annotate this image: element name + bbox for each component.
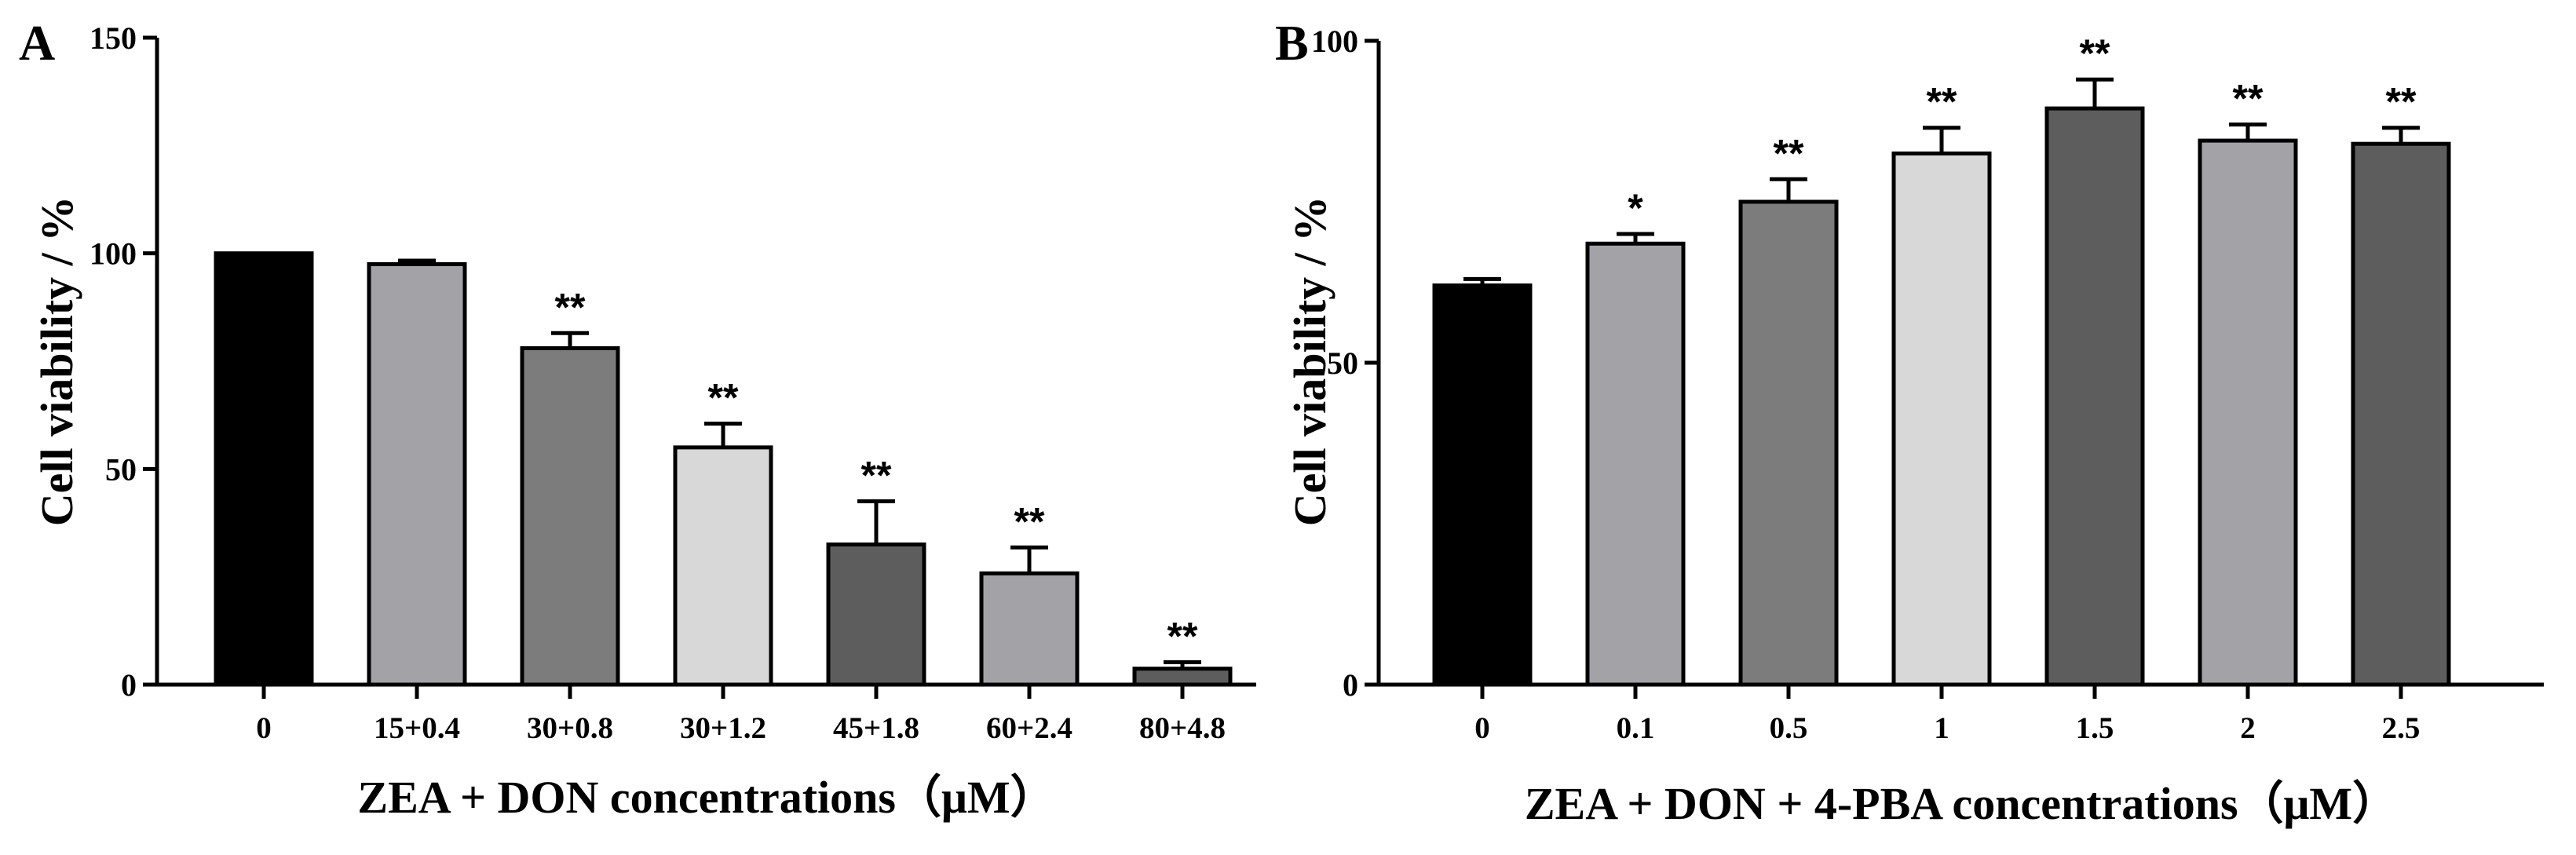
bar-a-6 [979,571,1080,687]
y-tick-label: 50 [1327,345,1358,381]
significance-label: ** [1014,499,1045,543]
bar-a-2 [367,261,467,687]
x-tick-label: 2.5 [2382,711,2421,745]
significance-label: ** [2233,77,2264,121]
x-axis-title: ZEA + DON + 4-PBA concentrations（μM） [1525,778,2398,829]
significance-label: * [1628,186,1643,230]
x-tick-label: 0 [256,711,272,745]
y-tick-label: 150 [90,20,137,56]
x-tick-label: 0.5 [1770,711,1808,745]
x-tick-label: 30+1.2 [680,711,766,745]
x-tick-label: 45+1.8 [833,711,919,745]
bar-a-5 [826,542,926,687]
x-tick-label: 30+0.8 [527,711,613,745]
x-axis-title: ZEA + DON concentrations（μM） [357,772,1055,823]
bar-a-4 [673,445,773,687]
bar-b-6 [2198,138,2298,687]
panel-a-plot: 0 50 100 150 Cell viability / % 0 15+0.4 30+0.8… [31,20,1256,823]
significance-label: ** [1167,614,1198,658]
bar-b-7 [2351,141,2451,687]
significance-label: ** [555,285,586,329]
bar-b-2 [1585,241,1686,687]
significance-label: ** [861,454,892,498]
significance-label: ** [1927,80,1957,124]
bar-b-1 [1432,283,1533,687]
x-tick-label: 0 [1474,711,1490,745]
bar-b-5 [2044,106,2145,687]
y-axis-title: Cell viability / % [31,196,82,527]
y-tick-label: 100 [90,236,137,272]
x-tick-label: 1.5 [2076,711,2114,745]
y-axis-title: Cell viability / % [1284,196,1336,527]
bar-a-1 [214,251,314,687]
x-tick-label: 2 [2240,711,2256,745]
y-tick-label: 0 [1343,667,1358,703]
x-tick-label: 80+4.8 [1139,711,1226,745]
x-tick-label: 15+0.4 [374,711,460,745]
panel-b-letter: B [1275,15,1309,71]
bar-b-3 [1738,199,1839,687]
bar-b-4 [1891,152,1992,687]
panel-a-letter: A [19,15,55,71]
significance-label: ** [2080,31,2110,75]
panel-b-plot: 0 50 100 Cell viability / % 0 0.1 * 0.5 ** 1 ** 1.5… [1284,24,2544,829]
y-tick-label: 0 [121,667,137,703]
significance-label: ** [2386,80,2417,124]
bar-a-7 [1132,667,1233,687]
panel-b: B 0 50 100 Cell viability / % 0 0.1 * 0.5 ** 1 ** 1… [1275,15,2544,829]
significance-label: ** [1774,131,1804,175]
y-tick-label: 100 [1311,24,1358,59]
bar-a-3 [520,346,620,687]
panel-a: A 0 50 100 150 Cell viability / % 0 15+0.4 30+0… [19,15,1256,823]
x-tick-label: 1 [1934,711,1949,745]
significance-label: ** [708,376,739,420]
x-tick-label: 60+2.4 [986,711,1072,745]
y-tick-label: 50 [105,451,137,487]
x-tick-label: 0.1 [1617,711,1655,745]
